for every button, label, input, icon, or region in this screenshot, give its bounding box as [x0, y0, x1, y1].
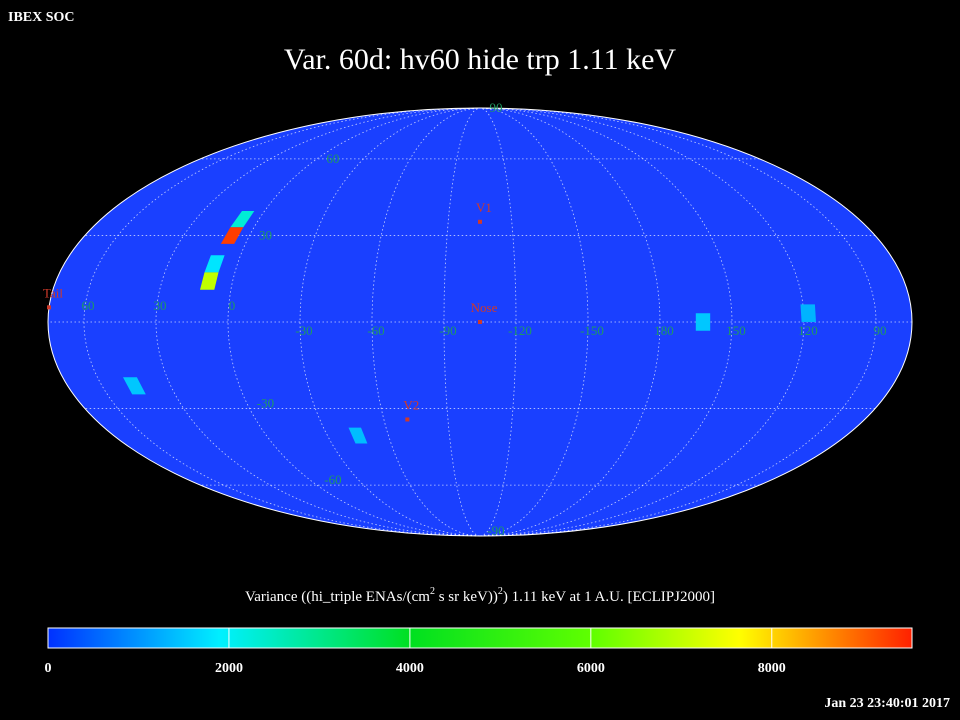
- lon-label: 180: [654, 323, 674, 338]
- lon-label: -150: [580, 323, 604, 338]
- sky-pixel: [123, 377, 146, 395]
- meridian: [479, 107, 877, 537]
- marker: [47, 305, 52, 310]
- lat-label: 30: [259, 228, 272, 243]
- colorbar: [47, 627, 913, 649]
- marker-label: Nose: [471, 300, 498, 315]
- sky-pixel: [204, 255, 225, 273]
- colorbar-tick-label: 8000: [758, 661, 786, 676]
- timestamp: Jan 23 23:40:01 2017: [824, 696, 950, 711]
- lat-label: 60: [326, 151, 339, 166]
- lon-label: 90: [874, 323, 887, 338]
- lat-label: 90: [490, 100, 503, 115]
- label-part: ) 1.11 keV at 1 A.U. [ECLIPJ2000]: [503, 589, 715, 605]
- sky-pixel: [230, 211, 255, 228]
- sky-pixel: [695, 313, 711, 331]
- label-part: Variance ((hi_triple ENAs/(cm: [245, 589, 430, 605]
- lon-label: 30: [154, 298, 167, 313]
- colorbar-tick-label: 2000: [215, 661, 243, 676]
- lon-label: 150: [726, 323, 746, 338]
- lon-label: -60: [367, 323, 384, 338]
- lat-label: -90: [487, 523, 504, 538]
- meridian: [479, 107, 589, 537]
- lon-label: 0: [229, 298, 236, 313]
- lon-label: 60: [82, 298, 95, 313]
- marker: [478, 219, 482, 224]
- sky-pixel: [348, 427, 368, 444]
- lat-label: -30: [257, 395, 274, 410]
- colorbar-tick-label: 0: [45, 661, 52, 676]
- lon-label: -30: [295, 323, 312, 338]
- meridian: [83, 107, 481, 537]
- colorbar-label: Variance ((hi_triple ENAs/(cm2 s sr keV)…: [245, 586, 715, 605]
- lon-label: -90: [439, 323, 456, 338]
- sky-pixel: [220, 227, 244, 244]
- label-sup: 2: [498, 586, 503, 597]
- sky-pixel: [800, 304, 816, 322]
- colorbar-tick-label: 6000: [577, 661, 605, 676]
- header: IBEX SOC: [8, 10, 75, 25]
- label-part: s sr keV)): [435, 589, 498, 605]
- marker-label: Tail: [43, 285, 63, 300]
- marker-label: V1: [476, 200, 492, 215]
- lat-label: -60: [324, 472, 341, 487]
- marker: [478, 320, 482, 324]
- marker-label: V2: [403, 397, 419, 412]
- sky-pixel: [200, 272, 219, 290]
- label-sup: 2: [430, 586, 435, 597]
- title: Var. 60d: hv60 hide trp 1.11 keV: [284, 43, 677, 76]
- lon-label: 120: [798, 323, 818, 338]
- marker: [405, 417, 410, 422]
- colorbar-tick-label: 4000: [396, 661, 424, 676]
- lon-label: -120: [508, 323, 532, 338]
